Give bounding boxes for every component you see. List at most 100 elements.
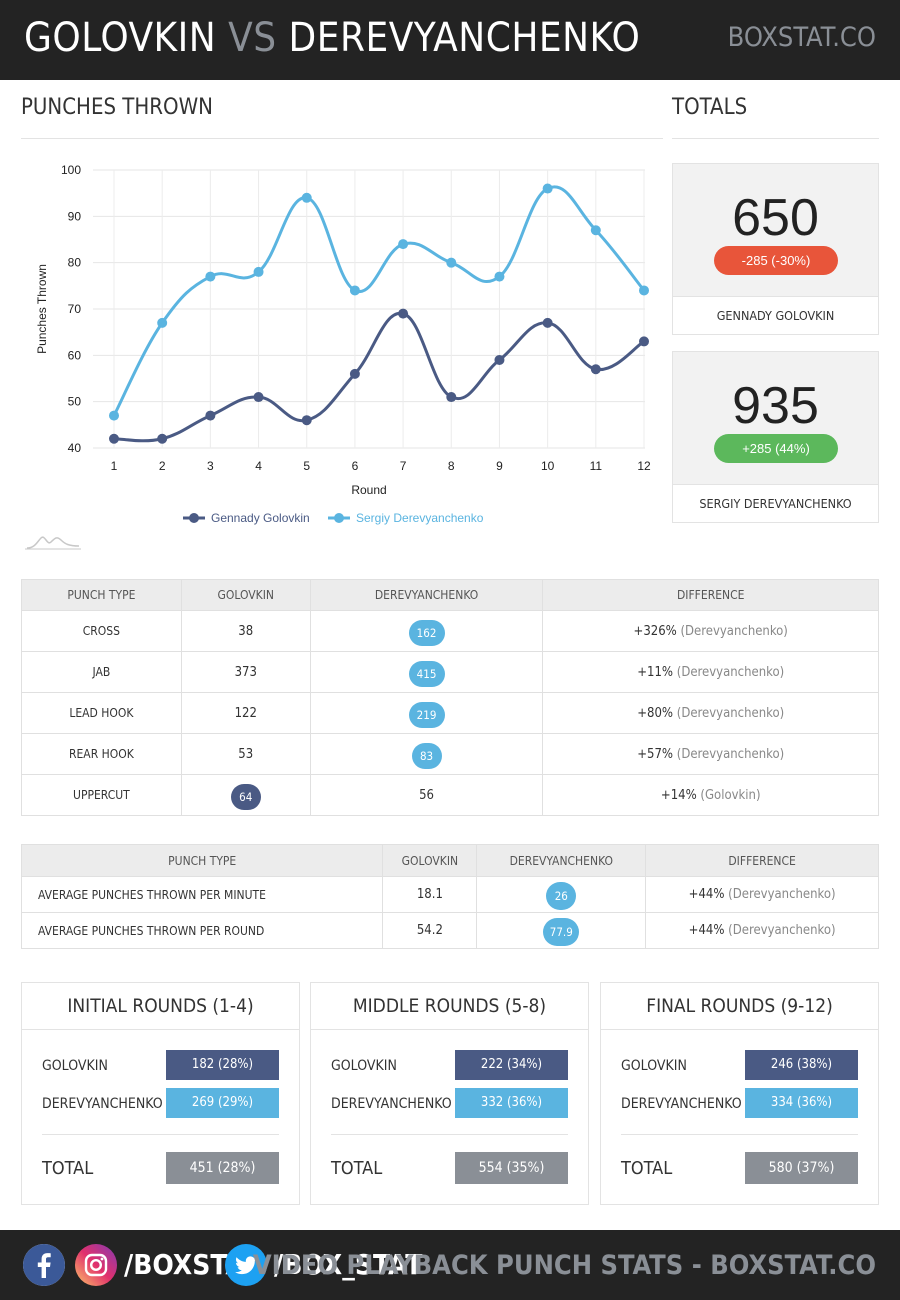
divider xyxy=(21,138,663,139)
total-label: TOTAL xyxy=(621,1158,673,1179)
data-point xyxy=(639,336,649,347)
series-line-golovkin xyxy=(113,312,645,443)
golovkin-label: GOLOVKIN xyxy=(621,1058,687,1074)
data-point xyxy=(205,410,216,421)
winner-badge: 219 xyxy=(408,701,445,728)
y-tick-label: 40 xyxy=(68,441,82,455)
total-label: TOTAL xyxy=(42,1158,94,1179)
total-card-golovkin: 650 -285 (-30%) GENNADY GOLOVKIN xyxy=(672,163,879,335)
y-tick-label: 80 xyxy=(68,256,82,270)
value-label: 56 xyxy=(419,787,434,803)
difference-cell: +14% (Golovkin) xyxy=(542,774,879,816)
x-tick-label: 6 xyxy=(352,459,359,473)
rounds-title: MIDDLE ROUNDS (5-8) xyxy=(311,983,588,1030)
data-point xyxy=(398,308,409,319)
rounds-title: INITIAL ROUNDS (1-4) xyxy=(22,983,299,1030)
value-label: 18.1 xyxy=(416,887,443,902)
footer: /BOXSTAT /BOX_STAT VIDEO PLAYBACK PUNCH … xyxy=(0,1230,900,1300)
difference-leader: (Derevyanchenko) xyxy=(676,746,785,762)
table-row: REAR HOOK 53 83 +57% (Derevyanchenko) xyxy=(21,733,879,775)
data-point xyxy=(253,392,264,403)
total-value: 451 (28%) xyxy=(166,1152,279,1184)
average-table: PUNCH TYPE GOLOVKIN DEREVYANCHENKO DIFFE… xyxy=(20,844,879,949)
difference-percent: +326% xyxy=(633,623,677,639)
derevyanchenko-value: 269 (29%) xyxy=(166,1088,279,1118)
y-tick-label: 60 xyxy=(68,348,82,362)
total-diff-badge: +285 (44%) xyxy=(714,434,838,463)
winner-badge: 26 xyxy=(546,882,577,910)
difference-percent: +44% xyxy=(688,923,725,938)
value-label: 53 xyxy=(238,746,254,762)
difference-cell: +11% (Derevyanchenko) xyxy=(542,651,879,693)
y-tick-label: 50 xyxy=(68,395,82,409)
total-value: 554 (35%) xyxy=(455,1152,568,1184)
divider xyxy=(42,1134,279,1135)
punch-type-cell: AVERAGE PUNCHES THROWN PER ROUND xyxy=(20,912,384,949)
derevyanchenko-cell: 56 xyxy=(309,774,544,816)
difference-cell: +44% (Derevyanchenko) xyxy=(645,876,879,913)
total-value: 580 (37%) xyxy=(745,1152,858,1184)
data-point xyxy=(349,368,360,379)
derevyanchenko-label: DEREVYANCHENKO xyxy=(331,1096,452,1112)
difference-cell: +326% (Derevyanchenko) xyxy=(542,610,879,652)
totals-heading: TOTALS xyxy=(672,95,748,120)
middle-rounds-box: MIDDLE ROUNDS (5-8) GOLOVKIN 222 (34%) D… xyxy=(310,982,589,1205)
derevyanchenko-cell: 83 xyxy=(309,733,544,775)
data-point xyxy=(542,183,553,194)
fighter-name: GENNADY GOLOVKIN xyxy=(673,296,878,334)
difference-percent: +11% xyxy=(637,664,674,680)
golovkin-label: GOLOVKIN xyxy=(331,1058,397,1074)
y-tick-label: 100 xyxy=(61,163,81,177)
difference-percent: +57% xyxy=(637,746,674,762)
punch-type-cell: JAB xyxy=(21,651,182,693)
col-header: DEREVYANCHENKO xyxy=(476,844,647,877)
punch-type-label: UPPERCUT xyxy=(73,788,130,802)
difference-leader: (Derevyanchenko) xyxy=(676,664,785,680)
data-point xyxy=(109,410,119,421)
golovkin-cell: 54.2 xyxy=(382,912,478,949)
difference-percent: +44% xyxy=(688,887,725,902)
golovkin-value: 222 (34%) xyxy=(455,1050,568,1080)
data-point xyxy=(253,266,264,277)
punch-type-label: AVERAGE PUNCHES THROWN PER MINUTE xyxy=(38,887,266,902)
initial-rounds-box: INITIAL ROUNDS (1-4) GOLOVKIN 182 (28%) … xyxy=(21,982,300,1205)
x-tick-label: 3 xyxy=(207,459,214,473)
table-row: LEAD HOOK 122 219 +80% (Derevyanchenko) xyxy=(21,692,879,734)
difference-cell: +80% (Derevyanchenko) xyxy=(542,692,879,734)
winner-badge: 77.9 xyxy=(543,918,580,946)
derevyanchenko-cell: 26 xyxy=(476,876,647,913)
derevyanchenko-value: 334 (36%) xyxy=(745,1088,858,1118)
data-point xyxy=(542,317,553,328)
difference-cell: +44% (Derevyanchenko) xyxy=(645,912,879,949)
brand-logo[interactable]: BOXSTAT.CO xyxy=(727,22,876,53)
difference-percent: +80% xyxy=(637,705,674,721)
data-point xyxy=(446,392,457,403)
x-tick-label: 5 xyxy=(303,459,310,473)
y-tick-label: 70 xyxy=(68,302,82,316)
instagram-icon[interactable] xyxy=(75,1244,117,1286)
winner-badge: 64 xyxy=(230,783,261,810)
twitter-icon[interactable] xyxy=(225,1244,267,1286)
derevyanchenko-cell: 219 xyxy=(309,692,544,734)
x-tick-label: 9 xyxy=(496,459,503,473)
x-axis-label: Round xyxy=(351,483,386,497)
golovkin-cell: 38 xyxy=(180,610,311,652)
golovkin-label: GOLOVKIN xyxy=(42,1058,108,1074)
facebook-icon[interactable] xyxy=(23,1244,65,1286)
fighter-name: SERGIY DEREVYANCHENKO xyxy=(673,484,878,522)
x-tick-label: 8 xyxy=(448,459,455,473)
twitter-handle[interactable]: /BOX_STAT xyxy=(274,1248,423,1281)
total-label: TOTAL xyxy=(331,1158,383,1179)
punch-type-label: JAB xyxy=(92,665,111,679)
golovkin-cell: 373 xyxy=(180,651,311,693)
punch-type-label: REAR HOOK xyxy=(68,747,134,761)
col-header: PUNCH TYPE xyxy=(20,844,384,877)
data-point xyxy=(349,285,360,296)
data-point xyxy=(446,257,457,268)
divider xyxy=(621,1134,858,1135)
header: GOLOVKIN VS DEREVYANCHENKO BOXSTAT.CO xyxy=(0,0,900,80)
data-point xyxy=(398,239,409,250)
series-line-derevyanchenko xyxy=(112,185,646,417)
derevyanchenko-label: DEREVYANCHENKO xyxy=(42,1096,163,1112)
